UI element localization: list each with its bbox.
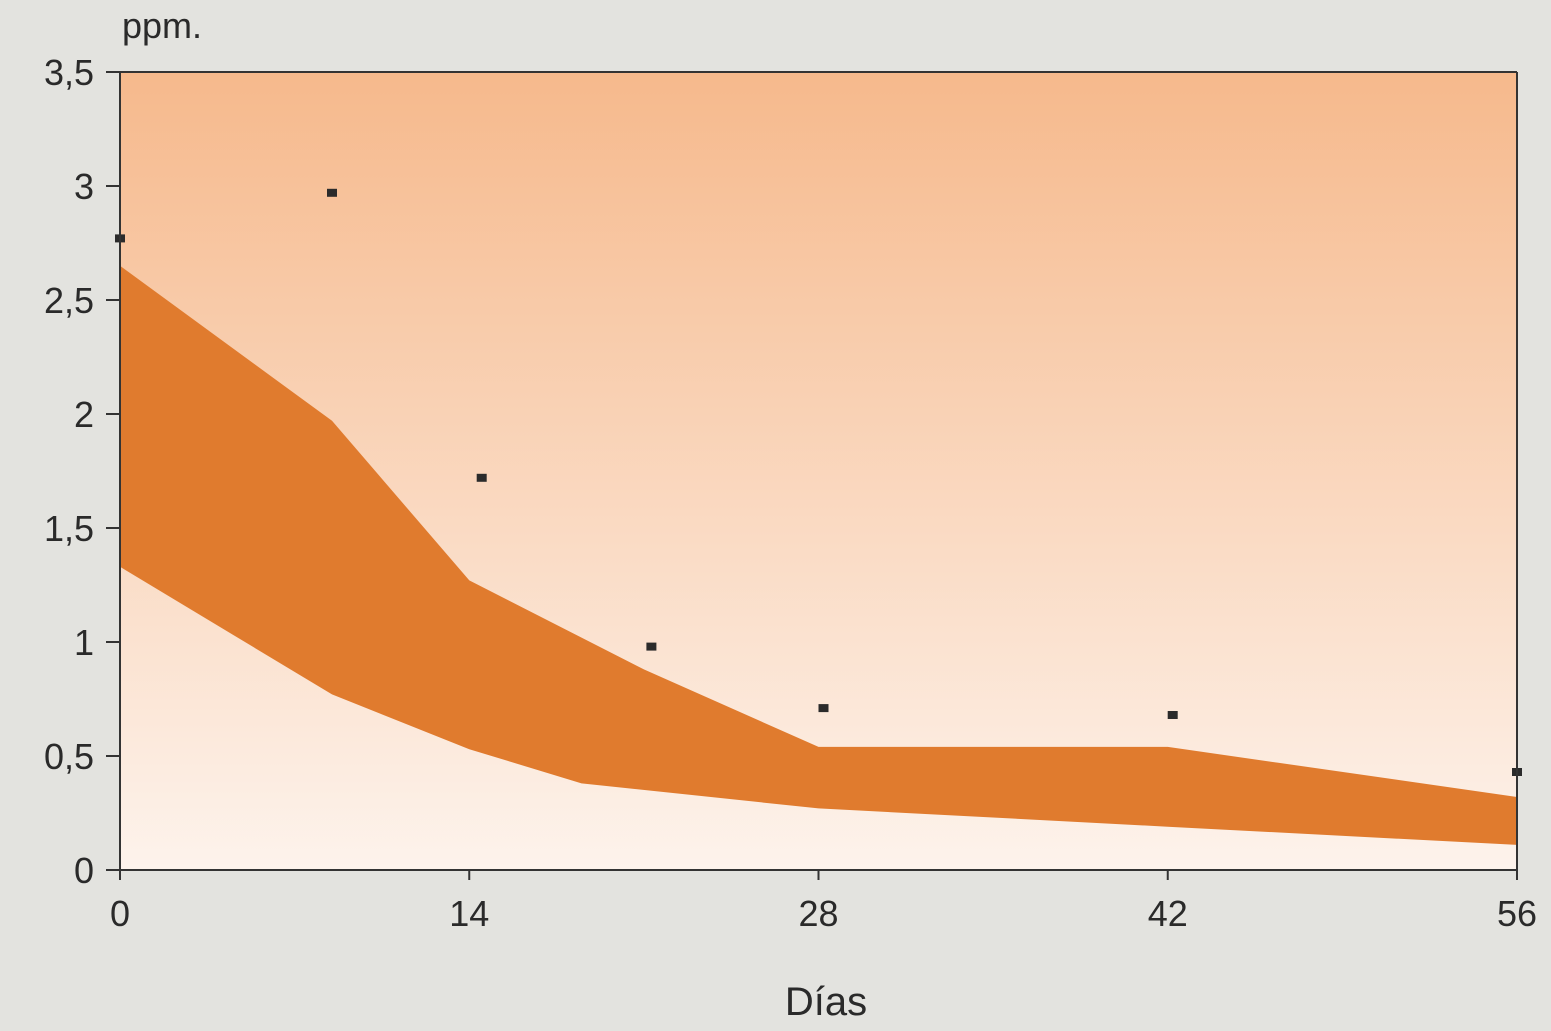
axes-layer: [119, 71, 1518, 871]
x-tick-label-2: 28: [798, 893, 838, 934]
x-axis-label: Días: [785, 980, 867, 1024]
x-tick-label-0: 0: [110, 893, 130, 934]
x-tick-label-4: 56: [1497, 893, 1537, 934]
data-point-5: [1167, 711, 1178, 719]
y-tick-label-6: 3: [74, 166, 94, 207]
data-point-1: [327, 188, 337, 197]
y-tick-label-7: 3,5: [44, 52, 94, 93]
x-tick-label-1: 14: [449, 893, 489, 934]
range-band: [120, 265, 1517, 845]
ticks-layer: 0 14 28 42 56 0 0,5 1 1,5 2 2,5 3 3,5: [44, 52, 1537, 934]
y-tick-label-4: 2: [74, 394, 94, 435]
data-point-4: [818, 704, 829, 713]
y-tick-label-2: 1: [74, 622, 94, 663]
data-point-2: [476, 473, 487, 482]
y-tick-label-0: 0: [74, 850, 94, 891]
band-layer: [120, 265, 1517, 845]
data-point-3: [646, 642, 657, 651]
y-tick-label-5: 2,5: [44, 280, 94, 321]
y-tick-label-1: 0,5: [44, 736, 94, 777]
x-tick-label-3: 42: [1148, 893, 1188, 934]
y-axis-label: ppm.: [122, 5, 202, 46]
y-tick-label-3: 1,5: [44, 508, 94, 549]
